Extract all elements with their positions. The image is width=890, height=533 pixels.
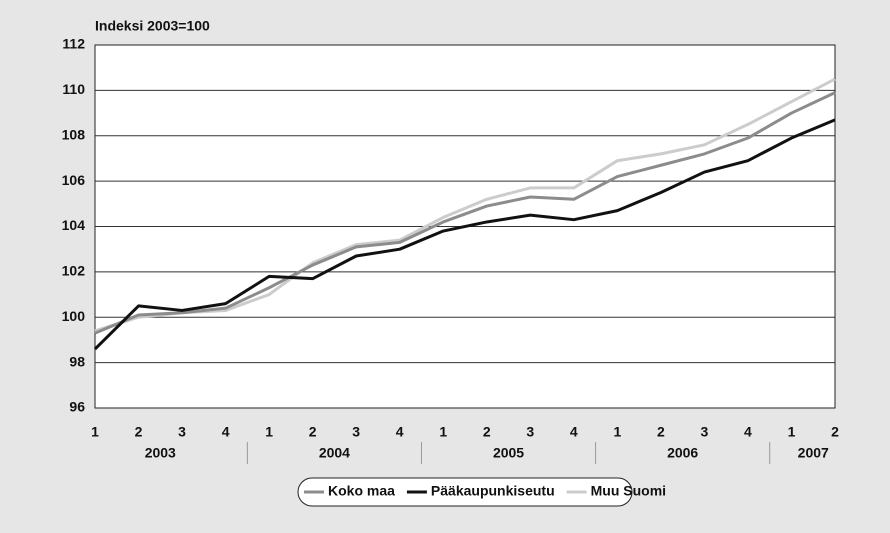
x-tick-label: 2	[309, 424, 317, 440]
legend-label: Muu Suomi	[591, 483, 666, 499]
y-tick-label: 100	[62, 308, 86, 324]
x-tick-label: 3	[178, 424, 186, 440]
x-tick-label: 1	[265, 424, 273, 440]
x-group-label: 2004	[319, 445, 350, 461]
x-tick-label: 1	[91, 424, 99, 440]
x-tick-label: 3	[701, 424, 709, 440]
y-axis-label: Indeksi 2003=100	[95, 18, 210, 34]
x-tick-label: 4	[222, 424, 230, 440]
x-group-label: 2003	[145, 445, 176, 461]
x-tick-label: 4	[396, 424, 404, 440]
x-tick-label: 1	[613, 424, 621, 440]
x-group-label: 2007	[798, 445, 829, 461]
y-tick-label: 102	[62, 263, 86, 279]
x-tick-label: 2	[135, 424, 143, 440]
x-tick-label: 1	[439, 424, 447, 440]
x-tick-label: 2	[657, 424, 665, 440]
y-tick-label: 112	[62, 36, 85, 52]
x-tick-label: 3	[526, 424, 534, 440]
x-tick-label: 2	[831, 424, 839, 440]
y-tick-label: 96	[69, 399, 85, 415]
y-tick-label: 98	[69, 353, 85, 369]
y-tick-label: 110	[62, 81, 85, 97]
series-line	[93, 118, 836, 351]
y-tick-label: 106	[62, 172, 86, 188]
x-tick-label: 3	[352, 424, 360, 440]
y-tick-label: 104	[62, 217, 86, 233]
x-tick-label: 4	[570, 424, 578, 440]
plot-frame	[94, 44, 836, 409]
y-tick-label: 108	[62, 126, 86, 142]
series-line	[94, 91, 836, 335]
x-tick-label: 4	[744, 424, 752, 440]
legend-label: Koko maa	[328, 483, 395, 499]
x-tick-label: 1	[788, 424, 796, 440]
x-group-label: 2005	[493, 445, 524, 461]
legend-label: Pääkaupunkiseutu	[431, 483, 555, 499]
series-line	[94, 77, 836, 333]
x-group-label: 2006	[667, 445, 698, 461]
x-tick-label: 2	[483, 424, 491, 440]
legend-box	[297, 477, 633, 507]
